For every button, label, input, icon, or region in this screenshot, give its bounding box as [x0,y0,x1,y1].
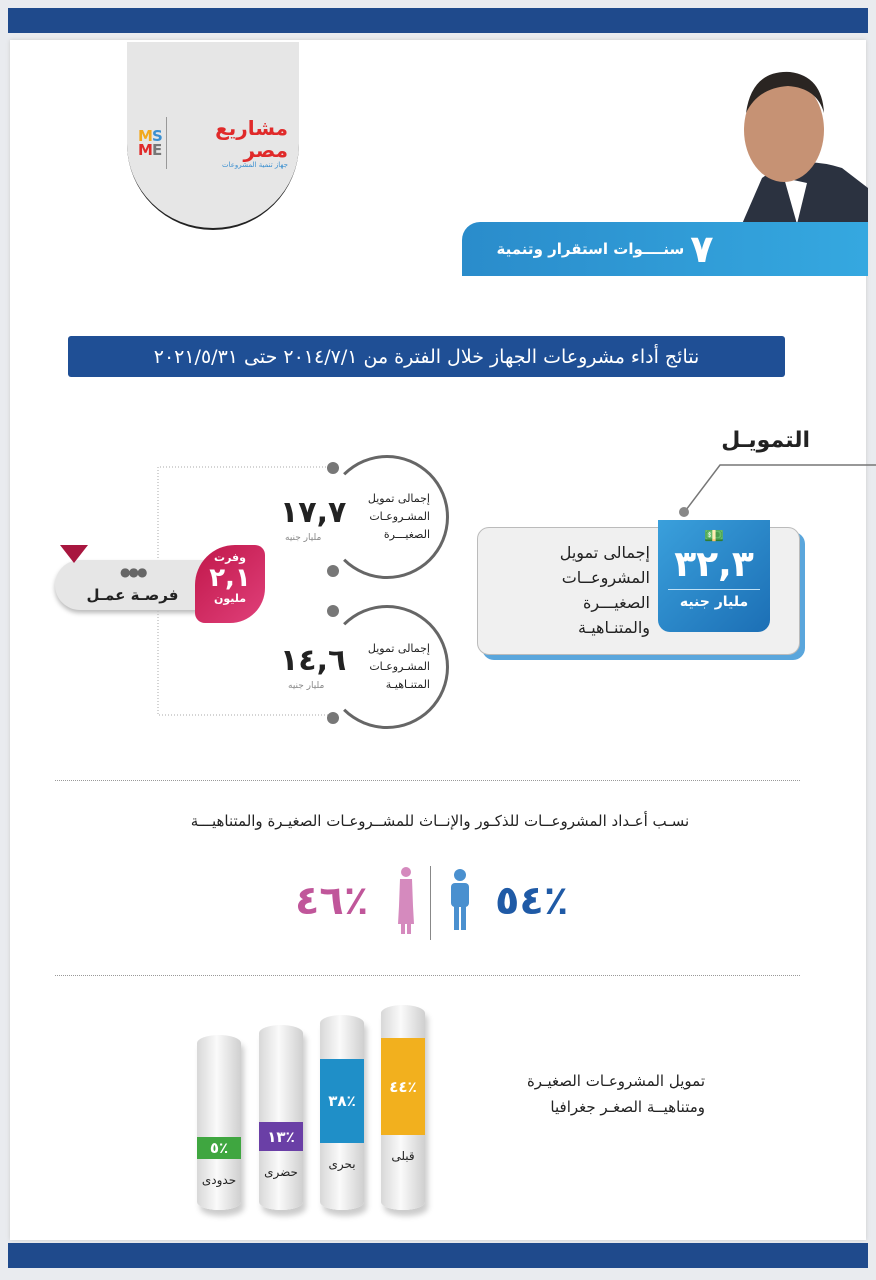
logo-arabic: مشاريع مصر [215,116,288,162]
ring-dot [327,712,339,724]
micro-label: إجمالى تمويل [367,642,430,655]
region-name: بحرى [328,1157,356,1171]
total-value: ٣٢,٣ [674,544,754,585]
region-value: ٥٪ [197,1137,241,1159]
geo-caption: ومتناهيــة الصغـر جغرافيا [550,1098,705,1116]
geo-caption: تمويل المشروعـات الصغيـرة [526,1072,705,1090]
micro-unit: مليار جنيه [288,681,325,691]
micro-label: المشـروعـات [369,660,430,673]
small-label: الصغيـــرة [383,528,430,541]
jobs-label: فرصـة عمـل [86,586,179,604]
anniversary-banner: ٧ سنــــوات استقرار وتنمية [462,222,868,276]
msme-logo: MS ME مشاريع مصر جهاز تنمية المشروعات [138,116,288,169]
region-value: ٣٨٪ [320,1059,364,1143]
ring-dot [327,565,339,577]
region-cylinder: ٣٨٪ بحرى [320,1015,364,1210]
total-label: الصغيـــرة [582,593,650,612]
female-percent: ٤٦٪ [295,878,369,924]
small-label: إجمالى تمويل [367,492,430,505]
male-icon [451,869,469,930]
region-name: حضرى [264,1165,298,1179]
total-label: المشروعــات [561,568,650,587]
region-cylinder: ١٣٪ حضرى [259,1025,303,1210]
logo-tab [127,42,299,230]
female-icon [398,867,414,934]
jobs-unit: مليون [213,592,247,605]
ring-dot [327,462,339,474]
region-value: ١٣٪ [259,1122,303,1151]
region-cylinder: ٥٪ حدودى [197,1035,241,1210]
financing-heading: التمويـل [721,428,810,453]
page-title: نتائج أداء مشروعات الجهاز خلال الفترة من… [68,336,785,377]
president-photo [722,58,868,224]
gender-separator [430,866,431,940]
banner-number: ٧ [690,227,714,271]
people-icon: ●●● [120,565,147,579]
ring-dot [327,605,339,617]
logo-latin: MS ME [138,127,163,159]
top-bar [8,8,868,33]
small-unit: مليار جنيه [285,533,322,543]
male-percent: ٥٤٪ [495,878,569,924]
region-name: حدودى [201,1173,237,1187]
money-stack-icon: 💵 [704,526,724,545]
bottom-bar [8,1243,868,1268]
region-value: ٤٤٪ [381,1038,425,1135]
small-label: المشـروعـات [369,510,430,523]
small-value: ١٧,٧ [280,495,347,530]
total-unit: مليار جنيه [668,589,760,610]
logo-tagline: جهاز تنمية المشروعات [221,161,288,169]
micro-projects-ring [325,605,449,729]
micro-label: المتنـاهيـة [385,678,430,691]
banner-text: سنــــوات استقرار وتنمية [496,240,685,258]
total-label: إجمالى تمويل [559,543,650,562]
region-name: قبلى [391,1149,415,1163]
region-cylinder: ٤٤٪ قبلى [381,1005,425,1210]
jobs-prefix: وفرت [214,551,246,564]
small-projects-ring [325,455,449,579]
jobs-value: ٢,١ [209,563,251,593]
micro-value: ١٤,٦ [280,643,347,678]
gender-subtitle: نسـب أعـداد المشروعــات للذكـور والإنــا… [190,812,690,830]
section-divider [55,975,800,976]
total-label: والمتنـاهيـة [577,618,650,637]
heading-connector [679,464,876,517]
jobs-badge: وفرت ٢,١ مليون [195,545,265,623]
section-divider [55,780,800,781]
arrow-icon [60,545,88,563]
total-financing-tile: 💵 ٣٢,٣ مليار جنيه [658,520,770,632]
